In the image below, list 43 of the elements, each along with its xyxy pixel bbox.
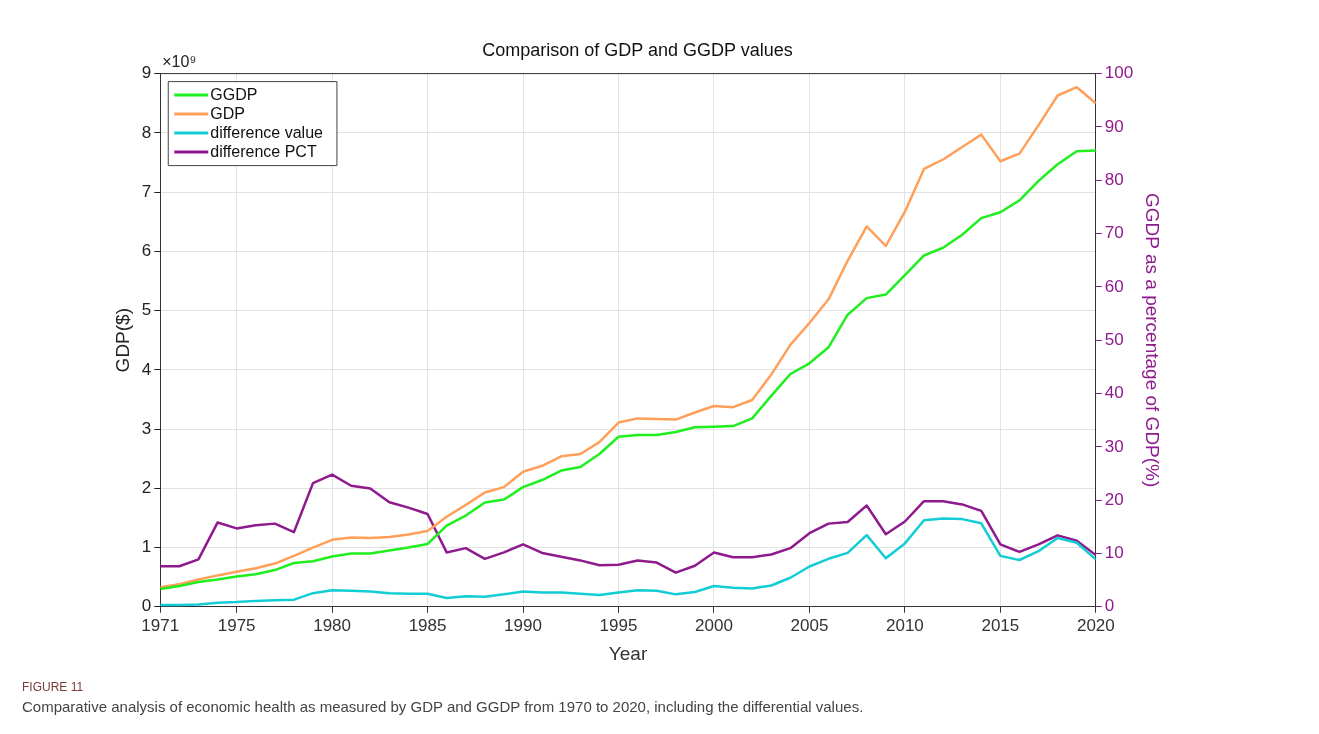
x-axis-title: Year: [608, 642, 648, 664]
y-tick-label: 6: [141, 241, 152, 261]
x-tick-label: 2005: [790, 615, 829, 635]
y-tick-label: 2: [141, 478, 152, 497]
y-tick-label: 9: [141, 63, 152, 83]
text: Comparative analysis of economic health as measured by GDP and GGDP from 1970 to 2020, including the differential values.: [22, 698, 864, 715]
y-tick-label: 7: [141, 181, 152, 201]
y-tick-label: 0: [141, 596, 152, 616]
x-tick-label: 2020: [1076, 615, 1115, 635]
y-tick-label: 4: [141, 359, 152, 379]
x-tick-label: 2010: [885, 615, 924, 635]
x-tick-label: 2015: [981, 615, 1020, 635]
x-tick-label: 2000: [695, 615, 733, 635]
y2-tick-label: 80: [1104, 169, 1124, 189]
x-tick-label: 1990: [504, 615, 542, 635]
text: ×10⁹: [162, 53, 197, 71]
y-tick-label: 8: [141, 122, 152, 142]
y-tick-label: 3: [141, 418, 152, 438]
x-tick-label: 1975: [217, 615, 256, 635]
y-tick-label: 5: [141, 300, 152, 320]
legend-label: difference value: [210, 123, 324, 141]
y2-tick-label: 70: [1104, 223, 1124, 243]
legend-label: GGDP: [210, 85, 258, 103]
y2-tick-label: 40: [1104, 383, 1124, 403]
x-tick-label: 1980: [313, 615, 352, 635]
y-tick-label: 1: [141, 537, 152, 557]
x-tick-label: 1995: [599, 615, 638, 635]
y2-axis-title: GGDP as a percentage of GDP(%): [1142, 193, 1164, 488]
y2-tick-label: 90: [1104, 116, 1124, 136]
y2-tick-label: 20: [1104, 489, 1124, 509]
chart-title: Comparison of GDP and GGDP values: [482, 39, 793, 60]
legend-label: difference PCT: [210, 142, 317, 160]
y-axis-title: GDP($): [111, 308, 133, 373]
x-tick-label: 1971: [141, 615, 180, 635]
y2-tick-label: 50: [1104, 329, 1124, 349]
y2-tick-label: 100: [1104, 63, 1134, 83]
y2-tick-label: 60: [1104, 276, 1124, 296]
y2-tick-label: 30: [1104, 436, 1124, 456]
y2-tick-label: 10: [1104, 543, 1124, 563]
legend-label: GDP: [210, 104, 245, 122]
x-tick-label: 1985: [408, 615, 447, 635]
y2-tick-label: 0: [1104, 596, 1115, 616]
caption: FIGURE 11: [22, 680, 84, 694]
